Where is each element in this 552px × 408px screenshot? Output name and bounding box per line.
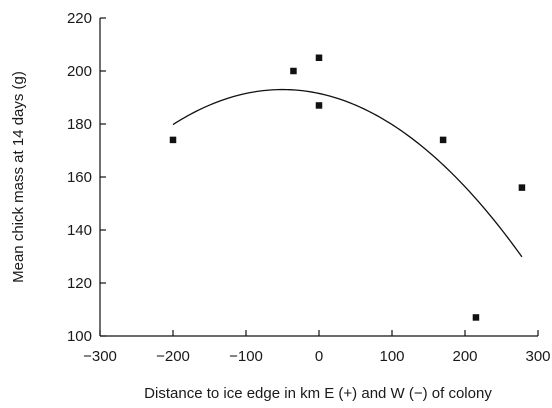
x-tick-label: 100	[379, 348, 404, 365]
x-axis-label: Distance to ice edge in km E (+) and W (…	[144, 385, 492, 402]
y-tick-label: 100	[67, 328, 92, 345]
y-axis-label: Mean chick mass at 14 days (g)	[10, 71, 27, 283]
data-point	[518, 184, 526, 191]
x-tick-label: −300	[83, 348, 117, 365]
data-point	[439, 136, 447, 144]
x-tick-label: −200	[156, 348, 190, 365]
y-tick-label: 160	[67, 169, 92, 186]
data-point	[290, 67, 297, 75]
x-tick-label: 200	[452, 348, 477, 365]
data-point	[315, 54, 323, 61]
fit-layer	[172, 88, 523, 258]
data-point	[169, 136, 177, 144]
y-tick-label: 120	[67, 275, 92, 292]
axes: 100 120 140 160 180 200 220 −300 −200 −100 0 100 200…	[67, 10, 551, 365]
x-tick-label: 0	[315, 348, 323, 365]
x-tick-label: 300	[525, 348, 550, 365]
data-point	[472, 314, 480, 321]
y-tick-label: 140	[67, 222, 92, 239]
y-tick-label: 180	[67, 116, 92, 133]
points-layer	[169, 54, 526, 321]
y-tick-label: 220	[67, 10, 92, 27]
data-point	[315, 102, 323, 109]
x-tick-label: −100	[229, 348, 263, 365]
fit-curve	[172, 88, 523, 258]
y-tick-label: 200	[67, 63, 92, 80]
